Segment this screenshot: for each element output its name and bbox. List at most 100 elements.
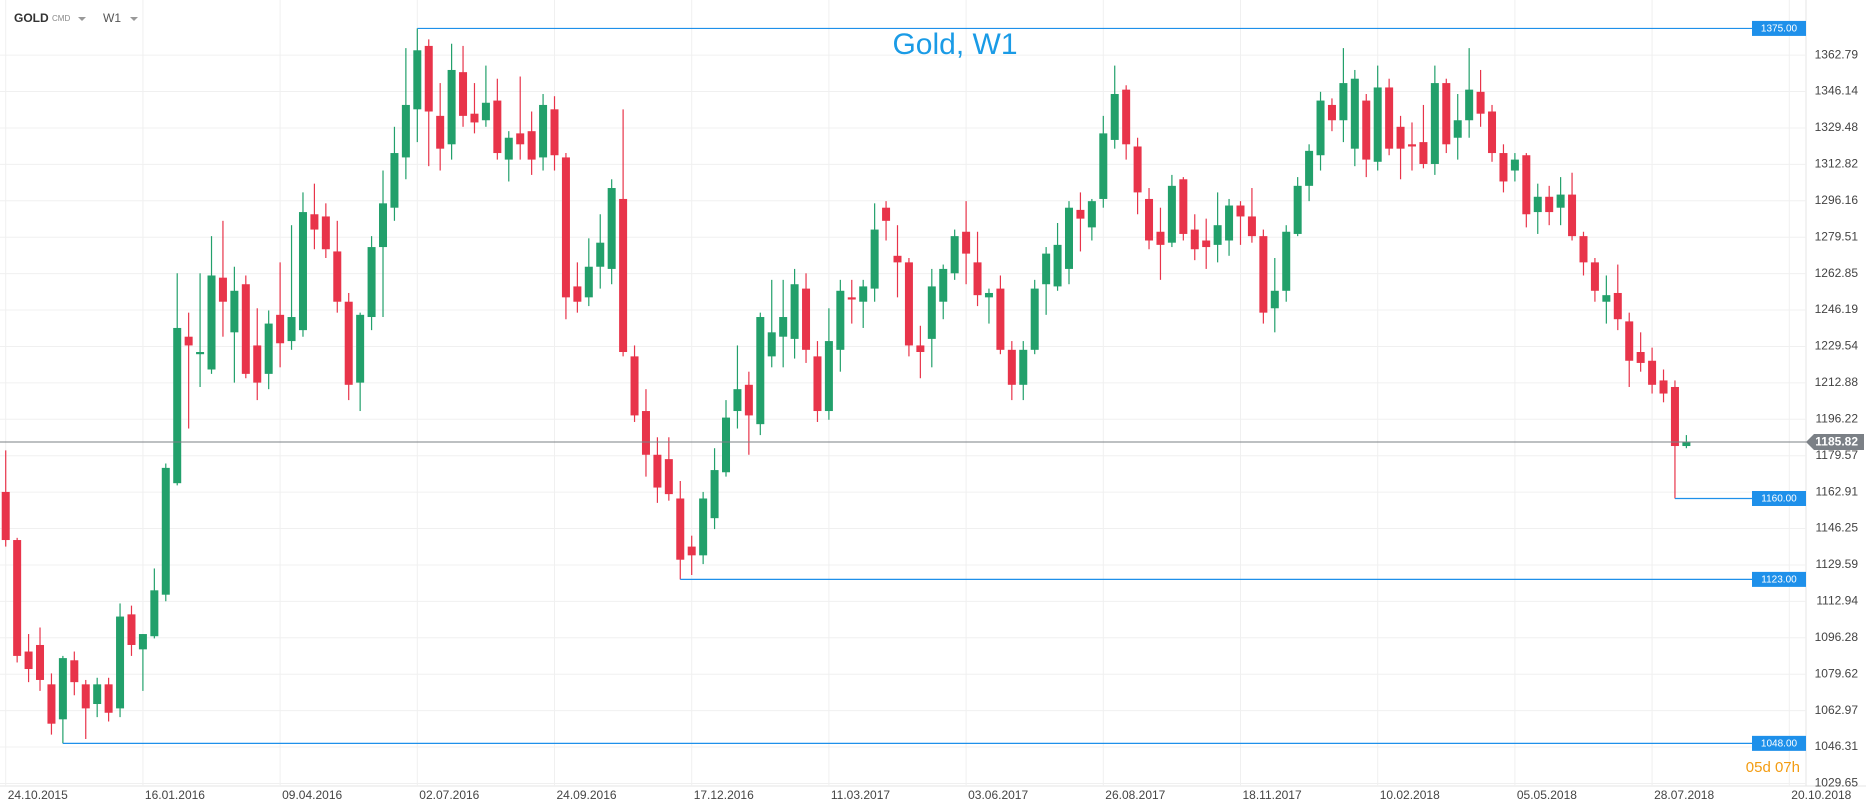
x-tick-label: 02.07.2016 <box>419 788 479 802</box>
candle-body <box>1568 194 1577 237</box>
candle-body <box>379 203 388 248</box>
candle-body <box>927 286 936 339</box>
candle-body <box>173 327 182 484</box>
x-tick-label: 05.05.2018 <box>1517 788 1577 802</box>
candle-body <box>973 262 982 296</box>
candle-body <box>1236 205 1245 217</box>
candle-body <box>1522 155 1531 215</box>
candle-body <box>916 345 925 353</box>
countdown: 05d 07h <box>1746 759 1800 776</box>
candle-body <box>150 590 159 637</box>
candle-body <box>1259 236 1268 313</box>
candle-body <box>230 290 239 333</box>
dropdown-arrow[interactable] <box>78 17 86 21</box>
x-tick-label: 10.02.2018 <box>1380 788 1440 802</box>
candle-body <box>1510 159 1519 171</box>
overlay: 1375.00 1160.00 1123.00 1048.00 1185.82 <box>0 20 1864 751</box>
candle-body <box>527 131 536 160</box>
candle-body <box>1133 146 1142 193</box>
y-tick-label: 1212.88 <box>1815 375 1859 389</box>
x-tick-label: 03.06.2017 <box>968 788 1028 802</box>
candle-body <box>641 411 650 455</box>
candle-body <box>81 684 90 709</box>
candle-body <box>436 115 445 149</box>
level-label: 1160.00 <box>1761 494 1797 505</box>
level-label-box <box>1752 20 1806 36</box>
candle-body <box>116 616 125 709</box>
x-tick-label: 17.12.2016 <box>694 788 754 802</box>
candle-body <box>367 247 376 318</box>
candle-body <box>630 356 639 416</box>
y-tick-label: 1129.59 <box>1816 557 1859 571</box>
candle-body <box>1579 236 1588 263</box>
symbol[interactable]: GOLD <box>14 11 49 25</box>
candle-body <box>1636 352 1645 363</box>
timeframe[interactable]: W1 <box>103 11 121 25</box>
x-tick-label: 20.10.2018 <box>1791 788 1851 802</box>
candle-body <box>287 317 296 342</box>
y-tick-label: 1196.22 <box>1816 411 1859 425</box>
candle-body <box>36 644 45 680</box>
y-tick-label: 1362.79 <box>1815 47 1859 61</box>
candle-body <box>1213 225 1222 245</box>
candle-body <box>1007 349 1016 385</box>
candle-body <box>1419 142 1428 164</box>
candle-body <box>196 352 205 355</box>
candle-body <box>1019 349 1028 385</box>
x-tick-label: 24.09.2016 <box>557 788 617 802</box>
candle-body <box>1545 196 1554 213</box>
candle-body <box>1122 89 1131 145</box>
candle-body <box>333 251 342 302</box>
candle-body <box>1076 209 1085 219</box>
candle-body <box>790 284 799 339</box>
candle-body <box>298 212 307 331</box>
candle-body <box>779 317 788 337</box>
candle-body <box>767 332 776 357</box>
candle-body <box>138 634 147 650</box>
candle-body <box>984 292 993 298</box>
candle-body <box>904 262 913 346</box>
y-tick-label: 1312.82 <box>1815 157 1859 171</box>
candle-body <box>47 684 56 724</box>
candle-body <box>802 288 811 350</box>
candle-body <box>1670 386 1679 447</box>
candle-body <box>356 314 365 383</box>
candle-body <box>596 242 605 267</box>
candle-body <box>996 288 1005 350</box>
dropdown-arrow[interactable] <box>130 17 138 21</box>
candle-body <box>950 236 959 274</box>
y-tick-label: 1229.54 <box>1815 339 1859 353</box>
x-tick-label: 16.01.2016 <box>145 788 205 802</box>
candle-body <box>1442 83 1451 145</box>
candle-body <box>699 498 708 556</box>
candle-body <box>1350 78 1359 149</box>
candle-body <box>459 72 468 116</box>
y-tick-label: 1046.31 <box>1815 739 1859 753</box>
candle-body <box>504 137 513 160</box>
candle-body <box>1167 185 1176 243</box>
candle-body <box>70 660 79 683</box>
candle-body <box>573 286 582 302</box>
x-tick-label: 24.10.2015 <box>8 788 68 802</box>
candles <box>1 28 1691 744</box>
candle-body <box>824 341 833 412</box>
candle-body <box>401 104 410 158</box>
candle-body <box>1247 216 1256 237</box>
candle-body <box>218 277 227 302</box>
candle-body <box>1385 87 1394 149</box>
x-tick-label: 11.03.2017 <box>831 788 890 802</box>
candle-body <box>893 255 902 263</box>
candle-body <box>344 301 353 385</box>
candle-body <box>24 651 33 670</box>
market[interactable]: CMD <box>52 14 70 23</box>
y-tick-label: 1112.94 <box>1816 594 1858 608</box>
candle-body <box>1362 100 1371 160</box>
y-tick-label: 1346.14 <box>1815 84 1859 98</box>
candle-body <box>93 684 102 705</box>
x-tick-label: 26.08.2017 <box>1105 788 1165 802</box>
candle-body <box>836 290 845 350</box>
candle-body <box>1613 292 1622 320</box>
candle-body <box>1293 185 1302 234</box>
candle-body <box>493 100 502 154</box>
